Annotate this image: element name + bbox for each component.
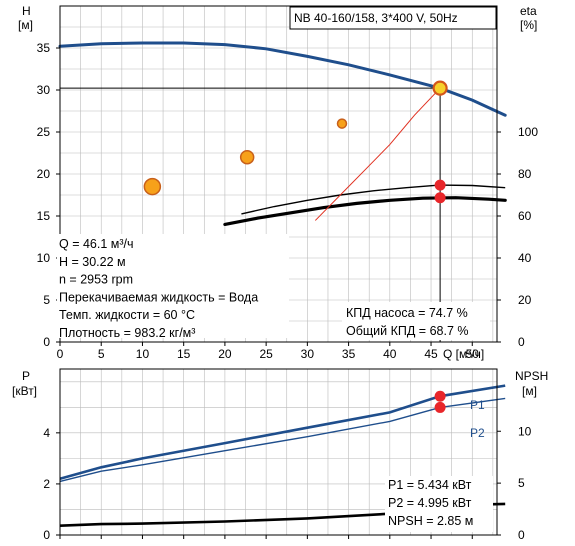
y-axis-left-unit-bottom: [кВт] [12,384,37,398]
power-point [434,390,446,402]
x-tick-label: 35 [342,347,356,361]
power-info-line: NPSH = 2.85 м [388,514,473,528]
p1-series-label: P1 [470,398,485,412]
info-line: Плотность = 983.2 кг/м³ [59,326,195,340]
eta-total-curve [223,196,507,226]
efficiency-line: Общий КПД = 68.7 % [346,324,469,338]
x-tick-label: 10 [136,347,150,361]
y-right-tick-label: 20 [518,293,532,307]
y-right-tick-label: 60 [518,209,532,223]
eta-point [434,192,446,204]
bottom-plot-frame [59,368,498,536]
bottom-ticks: 0 2 4 0 5 10 [43,424,531,542]
info-line: Темп. жидкости = 60 °C [59,308,195,322]
y-right-tick-label: 40 [518,251,532,265]
p2-series-label: P2 [470,426,485,440]
x-tick-label: 0 [57,347,64,361]
bottom-y-left-tick-label: 4 [43,426,50,440]
y-left-tick-label: 0 [43,335,50,349]
y-left-tick-label: 30 [37,83,51,97]
y-axis-right-label-bottom: NPSH [515,369,548,383]
y-left-tick-label: 5 [43,293,50,307]
decorative-point [239,149,255,165]
power-info-line: P2 = 4.995 кВт [388,496,472,510]
x-tick-label: 25 [259,347,273,361]
y-left-tick-label: 20 [37,167,51,181]
bottom-y-right-tick-label: 10 [518,424,532,438]
info-box-power [385,476,493,532]
bottom-y-right-tick-label: 0 [518,528,525,542]
info-box-efficiency [342,302,490,340]
x-tick-label: 50 [466,347,480,361]
eta-pump-curve [241,184,506,215]
x-tick-label: 30 [301,347,315,361]
chart-title: NB 40-160/158, 3*400 V, 50Hz [294,11,458,25]
top-curves [58,41,507,342]
y-axis-left-label-bottom: P [22,369,30,383]
y-axis-left-label-top: H [22,4,31,18]
info-lines-top: Q = 46.1 м³/ч H = 30.22 м n = 2953 rpm Пере… [59,237,258,340]
p2-curve [59,397,506,483]
info-line: H = 30.22 м [59,255,126,269]
y-axis-right-unit-bottom: [м] [522,384,537,398]
x-tick-label: 20 [218,347,232,361]
power-point [434,401,446,413]
y-right-tick-label: 80 [518,167,532,181]
p1-curve [59,384,506,481]
y-axis-right-unit-top: [%] [520,18,537,32]
y-left-tick-label: 10 [37,251,51,265]
title-box [289,6,497,30]
y-axis-right-label-top: eta [520,4,537,18]
bottom-grid [60,369,497,535]
y-left-tick-label: 25 [37,125,51,139]
decorative-point [336,118,348,129]
info-lines-bottom: P1 = 5.434 кВт P2 = 4.995 кВт NPSH = 2.85 … [388,478,473,528]
info-line: Q = 46.1 м³/ч [59,237,134,251]
x-tick-label: 15 [177,347,191,361]
x-axis-label: Q [м³/ч] [443,347,484,361]
info-box-left [57,234,289,338]
y-axis-left-unit-top: [м] [18,18,33,32]
y-left-tick-label: 35 [37,41,51,55]
power-info-line: P1 = 5.434 кВт [388,478,472,492]
y-right-tick-label: 0 [518,335,525,349]
eta-point [434,179,446,191]
x-tick-label: 45 [424,347,438,361]
top-ticks: 0 5 10 15 20 25 30 35 40 45 50 0 5 10 15 20 25 30 35 0 20 40 6… [37,41,539,361]
info-line: Перекачиваемая жидкость = Вода [59,290,258,304]
bottom-y-right-tick-label: 5 [518,476,525,490]
y-right-tick-label: 100 [518,125,538,139]
bottom-y-left-tick-label: 2 [43,477,50,491]
head-curve [58,41,507,117]
x-tick-label: 40 [383,347,397,361]
efficiency-line: КПД насоса = 74.7 % [346,306,468,320]
info-line: n = 2953 rpm [59,273,133,287]
system-curve [315,87,441,221]
operating-point [432,80,448,96]
x-tick-label: 5 [98,347,105,361]
bottom-y-left-tick-label: 0 [43,528,50,542]
efficiency-lines: КПД насоса = 74.7 % Общий КПД = 68.7 % [346,306,469,338]
y-left-tick-label: 15 [37,209,51,223]
top-plot-frame [59,5,498,343]
decorative-point [143,177,162,196]
